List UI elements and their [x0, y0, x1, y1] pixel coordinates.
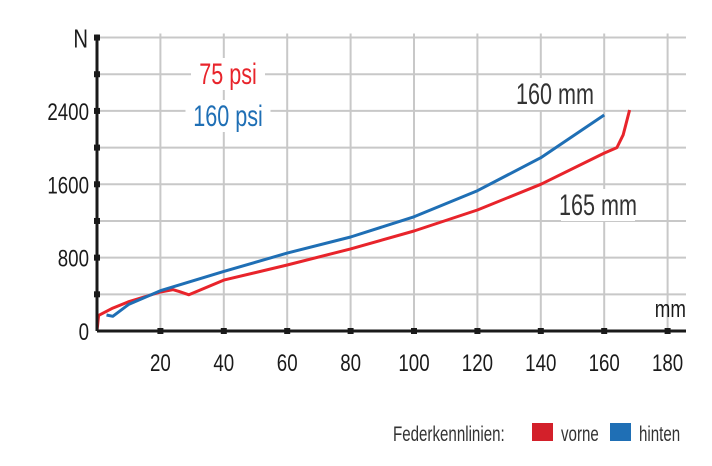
series-line-hinten	[106, 113, 606, 318]
x-tick-mark	[664, 328, 671, 334]
x-tick-label: 180	[652, 350, 683, 377]
series-line-vorne	[95, 109, 632, 332]
x-tick-label: 160	[589, 350, 620, 377]
legend-label: hinten	[639, 421, 680, 445]
annotation-label: 160 psi	[193, 98, 263, 132]
y-tick-label: 800	[58, 245, 89, 272]
x-tick-mark	[157, 328, 164, 334]
legend-label: vorne	[561, 421, 599, 445]
axes	[94, 34, 686, 334]
legend-title: Federkennlinien:	[393, 421, 505, 445]
y-tick-mark	[94, 144, 100, 151]
y-axis-label: N	[73, 24, 88, 53]
grid	[97, 33, 686, 331]
annotation-bg	[185, 100, 271, 132]
series-layer	[95, 109, 632, 332]
x-tick-label: 100	[398, 350, 429, 377]
y-tick-mark	[94, 34, 100, 41]
annotation-bg	[191, 58, 265, 90]
x-tick-label: 120	[462, 350, 493, 377]
x-tick-label: 60	[277, 350, 298, 377]
x-tick-label: 80	[340, 350, 361, 377]
x-axis-label: mm	[655, 296, 686, 323]
y-tick-label: 2400	[47, 99, 89, 126]
tick-labels: 20 40 60 80 100 120 140 160 180 0 800 1600 2400 Nmm	[47, 24, 686, 376]
y-tick-mark	[94, 71, 100, 78]
x-tick-mark	[284, 328, 291, 334]
annotation-label: 165 mm	[559, 187, 637, 221]
x-tick-mark	[474, 328, 481, 334]
x-tick-mark	[537, 328, 544, 334]
x-tick-label: 20	[150, 350, 171, 377]
x-tick-mark	[347, 328, 354, 334]
annotations: 75 psi 160 psi 160 mm 165 mm	[185, 56, 637, 222]
annotation-label: 75 psi	[199, 56, 257, 90]
legend-swatch-vorne	[532, 423, 553, 441]
y-tick-mark	[94, 254, 100, 261]
x-tick-label: 140	[525, 350, 556, 377]
x-tick-mark	[411, 328, 417, 334]
y-tick-mark	[94, 217, 100, 224]
annotation-bg	[561, 189, 635, 221]
y-tick-label: 1600	[47, 172, 89, 199]
legend-swatch-hinten	[610, 423, 631, 441]
annotation-label: 160 mm	[516, 76, 594, 110]
legend: Federkennlinien: vorne hinten	[393, 421, 680, 445]
x-tick-mark	[601, 328, 608, 334]
annotation-bg	[518, 78, 592, 110]
x-tick-label: 40	[213, 350, 234, 377]
x-tick-mark	[220, 328, 227, 334]
y-tick-mark	[94, 291, 100, 298]
y-tick-mark	[94, 181, 100, 188]
y-tick-mark	[94, 107, 100, 114]
y-tick-label: 0	[79, 319, 89, 346]
